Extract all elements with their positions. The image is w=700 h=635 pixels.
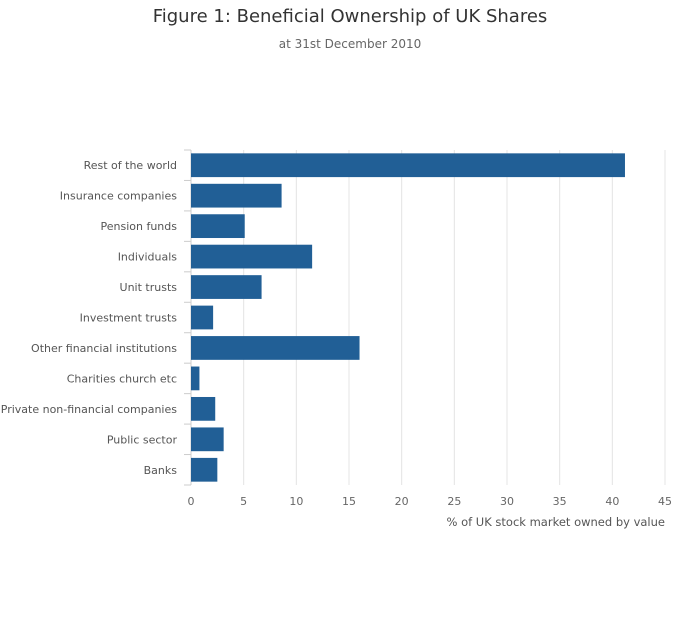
- bar-rest-of-the-world[interactable]: [191, 153, 625, 178]
- category-label: Individuals: [118, 251, 178, 264]
- category-label: Private non-financial companies: [1, 403, 178, 416]
- category-label: Banks: [144, 464, 178, 477]
- category-label: Public sector: [107, 433, 178, 446]
- category-label: Rest of the world: [84, 159, 177, 172]
- x-tick-label-45: 45: [658, 495, 672, 508]
- bar-insurance-companies[interactable]: [191, 183, 282, 208]
- category-label: Unit trusts: [120, 281, 178, 294]
- x-tick-label-10: 10: [289, 495, 303, 508]
- category-label: Charities church etc: [67, 372, 177, 385]
- category-label: Investment trusts: [80, 312, 178, 325]
- bar-private-non-financial-companies[interactable]: [191, 396, 216, 421]
- x-tick-label-25: 25: [447, 495, 461, 508]
- x-tick-label-20: 20: [395, 495, 409, 508]
- category-label: Insurance companies: [60, 190, 177, 203]
- category-label: Pension funds: [101, 220, 178, 233]
- x-tick-label-0: 0: [188, 495, 195, 508]
- bar-charities-church-etc[interactable]: [191, 366, 200, 391]
- chart-subtitle: at 31st December 2010: [278, 37, 422, 51]
- category-label: Other financial institutions: [31, 342, 177, 355]
- bar-unit-trusts[interactable]: [191, 275, 262, 299]
- bar-individuals[interactable]: [191, 244, 313, 269]
- x-tick-label-5: 5: [240, 495, 247, 508]
- x-tick-label-35: 35: [553, 495, 567, 508]
- chart-title: Figure 1: Beneficial Ownership of UK Sha…: [152, 6, 548, 27]
- bar-public-sector[interactable]: [191, 427, 224, 452]
- bar-banks[interactable]: [191, 457, 218, 482]
- bar-investment-trusts[interactable]: [191, 305, 214, 330]
- bar-pension-funds[interactable]: [191, 214, 245, 239]
- x-tick-label-15: 15: [342, 495, 356, 508]
- x-axis-title: % of UK stock market owned by value: [446, 515, 665, 529]
- x-tick-label-30: 30: [500, 495, 514, 508]
- bar-other-financial-institutions[interactable]: [191, 336, 360, 360]
- x-tick-label-40: 40: [605, 495, 619, 508]
